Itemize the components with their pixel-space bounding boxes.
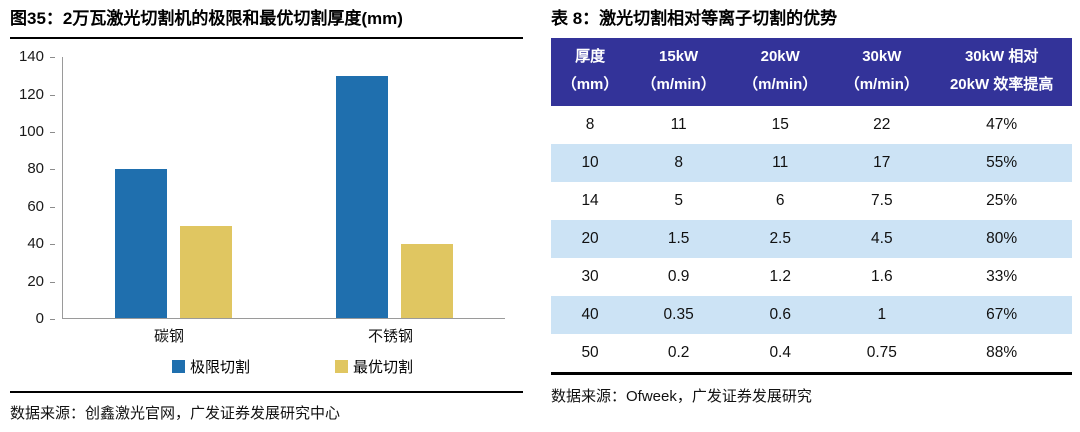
laser-vs-plasma-table: 厚度 （mm） 15kW （m/min） 20kW （m/min） 30kW （m/min） 3… [551, 38, 1072, 375]
y-tick-mark [50, 131, 55, 133]
y-tick-mark [50, 319, 55, 321]
y-tick-label: 0 [36, 311, 55, 327]
y-tick-label: 140 [19, 49, 55, 65]
y-tick-mark [50, 94, 55, 96]
table-cell: 6 [775, 191, 785, 209]
figure35-panel: 图35：2万瓦激光切割机的极限和最优切割厚度(mm) 0 20 40 60 80 100 1… [0, 0, 535, 432]
bar-group-碳钢 [115, 169, 232, 319]
table-source: 数据来源：Ofweek，广发证券发展研究 [551, 387, 812, 405]
bar-极限切割-碳钢 [115, 169, 167, 319]
table-cell: 0.9 [667, 267, 690, 285]
table-cell: 2.5 [728, 219, 833, 258]
column-header: 30kW 相对 20kW 效率提高 [931, 38, 1072, 106]
table-cell: 0.2 [667, 343, 690, 361]
table-cell: 11 [728, 143, 833, 182]
y-tick-mark [50, 281, 55, 283]
table-cell: 0.4 [769, 343, 791, 361]
table-cell: 55% [931, 143, 1072, 182]
table-cell: 1.2 [769, 267, 791, 285]
legend-label: 极限切割 [189, 359, 250, 377]
bar-group-不锈钢 [336, 75, 453, 319]
y-tick-label: 20 [27, 273, 55, 290]
y-tick-mark [50, 57, 55, 59]
table-title: 表 8：激光切割相对等离子切割的优势 [551, 9, 838, 28]
table-cell: 4.5 [832, 219, 932, 258]
table-row: 50 0.2 0.4 0.75 88% [551, 334, 1072, 374]
table-cell: 10 [551, 143, 630, 182]
table-row: 40 0.35 0.6 1 67% [551, 295, 1072, 334]
title-underline [10, 37, 523, 40]
table-cell: 30 [581, 267, 599, 285]
table-cell: 0.6 [728, 295, 833, 334]
table-cell: 40 [551, 295, 630, 334]
legend-swatch-icon [335, 360, 348, 374]
column-header: 15kW （m/min） [629, 38, 729, 106]
x-category-label: 不锈钢 [367, 328, 413, 346]
table-cell: 88% [986, 343, 1018, 361]
table-cell: 20 [551, 219, 630, 258]
table-cell: 15 [771, 115, 789, 133]
bar-最优切割-碳钢 [180, 225, 232, 319]
x-axis-labels: 碳钢 不锈钢 [62, 325, 505, 346]
chart-source: 数据来源：创鑫激光官网，广发证券发展研究中心 [10, 405, 341, 423]
plot-area [62, 57, 505, 320]
y-tick-label: 60 [27, 198, 55, 215]
y-tick-mark [50, 206, 55, 208]
table-row: 10 8 11 17 55% [551, 143, 1072, 182]
table-cell: 0.35 [629, 295, 729, 334]
chart-legend: 极限切割 最优切割 [62, 356, 523, 377]
table-cell: 14 [581, 191, 599, 209]
table-cell: 25% [986, 191, 1018, 209]
table-cell: 7.5 [871, 191, 893, 209]
table-cell: 8 [629, 143, 729, 182]
table-cell: 50 [581, 343, 599, 361]
table-cell: 8 [585, 115, 595, 133]
table-cell: 1.6 [871, 267, 893, 285]
table-cell: 1.5 [629, 219, 729, 258]
table-row: 14 5 6 7.5 25% [551, 182, 1072, 220]
y-tick-label: 80 [27, 161, 55, 177]
column-header: 20kW （m/min） [728, 38, 833, 106]
table-row: 20 1.5 2.5 4.5 80% [551, 219, 1072, 258]
table-cell: 0.75 [866, 343, 897, 361]
table-cell: 11 [670, 115, 687, 133]
chart-title: 图35：2万瓦激光切割机的极限和最优切割厚度(mm) [10, 9, 403, 28]
legend-swatch-icon [171, 360, 185, 374]
table-header-row: 厚度 （mm） 15kW （m/min） 20kW （m/min） 30kW （m/min） 3… [551, 38, 1072, 106]
table-cell: 67% [931, 295, 1072, 334]
column-header: 30kW （m/min） [832, 38, 932, 106]
legend-item-极限切割: 极限切割 [171, 356, 250, 377]
y-tick-mark [50, 244, 55, 246]
table-row: 30 0.9 1.2 1.6 33% [551, 258, 1072, 296]
bar-最优切割-不锈钢 [401, 244, 453, 319]
table-cell: 1 [832, 295, 932, 334]
y-tick-mark [50, 169, 55, 171]
legend-label: 最优切割 [353, 359, 414, 377]
table-cell: 80% [931, 219, 1072, 258]
table-cell: 47% [986, 115, 1018, 133]
y-tick-label: 120 [19, 86, 55, 103]
bar-极限切割-不锈钢 [336, 75, 388, 319]
table-row: 8 11 15 22 47% [551, 106, 1072, 144]
y-tick-label: 40 [27, 236, 55, 252]
column-header: 厚度 （mm） [551, 38, 630, 106]
x-category-label: 碳钢 [153, 328, 184, 346]
table-cell: 33% [986, 267, 1018, 285]
table-cell: 22 [873, 115, 891, 133]
y-tick-label: 100 [19, 123, 55, 140]
table8-panel: 表 8：激光切割相对等离子切割的优势 厚度 （mm） 15kW （m/min） 20kW… [535, 0, 1080, 432]
table-body: 8 11 15 22 47% 10 8 11 17 55% 14 5 6 7.5 25% 20 1.5 2.5 4.… [551, 106, 1072, 374]
table-cell: 17 [832, 143, 932, 182]
y-axis: 0 20 40 60 80 100 120 140 [10, 49, 56, 327]
table-cell: 5 [674, 191, 683, 209]
legend-item-最优切割: 最优切割 [335, 356, 413, 377]
bar-chart: 0 20 40 60 80 100 120 140 [10, 49, 523, 327]
source-divider [10, 391, 523, 394]
